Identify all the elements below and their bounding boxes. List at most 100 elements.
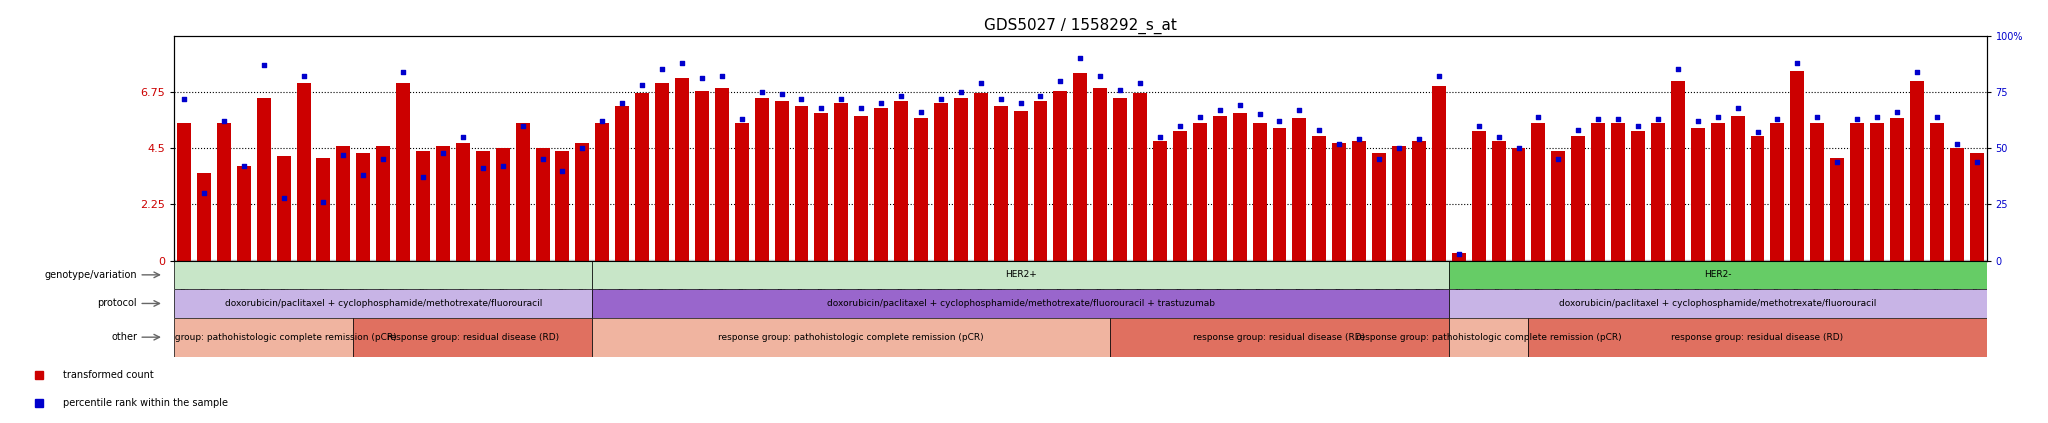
Point bbox=[1382, 145, 1415, 151]
Bar bbox=[1393, 146, 1407, 261]
Point bbox=[188, 190, 221, 197]
Point bbox=[666, 59, 698, 66]
Point bbox=[1841, 115, 1874, 122]
Point bbox=[1921, 113, 1954, 120]
Bar bbox=[1552, 151, 1565, 261]
Point bbox=[446, 134, 479, 140]
Bar bbox=[754, 98, 768, 261]
Point bbox=[1024, 93, 1057, 100]
Text: HER2-: HER2- bbox=[1704, 270, 1731, 279]
Bar bbox=[1651, 123, 1665, 261]
Bar bbox=[516, 123, 530, 261]
Point bbox=[287, 73, 319, 80]
Text: protocol: protocol bbox=[98, 299, 137, 308]
Bar bbox=[1014, 111, 1028, 261]
Bar bbox=[356, 153, 371, 261]
Text: genotype/variation: genotype/variation bbox=[45, 270, 137, 280]
Bar bbox=[317, 158, 330, 261]
Point bbox=[328, 151, 360, 158]
Bar bbox=[1870, 123, 1884, 261]
Bar bbox=[1810, 123, 1825, 261]
Point bbox=[467, 165, 500, 172]
Bar bbox=[1292, 118, 1307, 261]
Point bbox=[627, 82, 659, 88]
Bar bbox=[1849, 123, 1864, 261]
Bar bbox=[496, 148, 510, 261]
Bar bbox=[1053, 91, 1067, 261]
Bar bbox=[1970, 153, 1985, 261]
Point bbox=[1403, 136, 1436, 143]
Point bbox=[1343, 136, 1376, 143]
Bar bbox=[1571, 136, 1585, 261]
Text: other: other bbox=[111, 332, 137, 342]
Point bbox=[248, 62, 281, 69]
Point bbox=[1204, 107, 1237, 113]
Bar bbox=[1890, 118, 1905, 261]
Bar bbox=[457, 143, 469, 261]
Bar bbox=[1212, 115, 1227, 261]
Point bbox=[705, 73, 737, 80]
Bar bbox=[1372, 153, 1386, 261]
Point bbox=[1483, 134, 1516, 140]
Point bbox=[1362, 156, 1395, 163]
Point bbox=[1124, 80, 1157, 86]
Bar bbox=[1710, 123, 1724, 261]
Bar bbox=[1591, 123, 1606, 261]
Bar bbox=[1769, 123, 1784, 261]
Bar bbox=[1411, 141, 1425, 261]
Bar bbox=[1253, 123, 1266, 261]
Bar bbox=[1073, 73, 1087, 261]
Bar bbox=[256, 98, 270, 261]
Point bbox=[1880, 109, 1913, 115]
Point bbox=[1264, 118, 1296, 124]
FancyBboxPatch shape bbox=[592, 289, 1448, 318]
Point bbox=[408, 174, 440, 181]
Point bbox=[266, 194, 299, 201]
Bar bbox=[795, 106, 809, 261]
Bar bbox=[217, 123, 231, 261]
Point bbox=[367, 156, 399, 163]
Point bbox=[805, 104, 838, 111]
Point bbox=[1563, 127, 1595, 134]
Point bbox=[526, 156, 559, 163]
Point bbox=[1303, 127, 1335, 134]
Bar bbox=[1511, 148, 1526, 261]
Bar bbox=[614, 106, 629, 261]
Bar bbox=[1671, 81, 1686, 261]
Point bbox=[1901, 69, 1933, 75]
Bar bbox=[1174, 131, 1188, 261]
Bar bbox=[676, 78, 688, 261]
Bar bbox=[1114, 98, 1126, 261]
Point bbox=[1741, 129, 1774, 136]
Bar bbox=[395, 83, 410, 261]
Point bbox=[825, 95, 858, 102]
Bar bbox=[537, 148, 549, 261]
Text: HER2+: HER2+ bbox=[1006, 270, 1036, 279]
Point bbox=[784, 95, 817, 102]
Bar bbox=[854, 115, 868, 261]
FancyBboxPatch shape bbox=[1528, 318, 1987, 357]
Bar bbox=[1333, 143, 1346, 261]
Bar bbox=[735, 123, 750, 261]
Bar bbox=[1731, 115, 1745, 261]
Point bbox=[1642, 115, 1675, 122]
Point bbox=[864, 100, 897, 107]
Bar bbox=[715, 88, 729, 261]
Bar bbox=[297, 83, 311, 261]
Point bbox=[1044, 77, 1077, 84]
Text: response group: pathohistologic complete remission (pCR): response group: pathohistologic complete… bbox=[131, 332, 397, 342]
Text: transformed count: transformed count bbox=[63, 370, 154, 380]
Point bbox=[346, 172, 379, 179]
Bar bbox=[834, 103, 848, 261]
Point bbox=[547, 167, 580, 174]
Point bbox=[1602, 115, 1634, 122]
Bar bbox=[913, 118, 928, 261]
Text: doxorubicin/paclitaxel + cyclophosphamide/methotrexate/fluorouracil: doxorubicin/paclitaxel + cyclophosphamid… bbox=[225, 299, 543, 308]
Point bbox=[1223, 102, 1255, 109]
FancyBboxPatch shape bbox=[1448, 318, 1528, 357]
FancyBboxPatch shape bbox=[174, 318, 354, 357]
Point bbox=[227, 163, 260, 170]
Text: percentile rank within the sample: percentile rank within the sample bbox=[63, 398, 227, 408]
Point bbox=[1442, 250, 1475, 257]
Bar bbox=[1313, 136, 1327, 261]
